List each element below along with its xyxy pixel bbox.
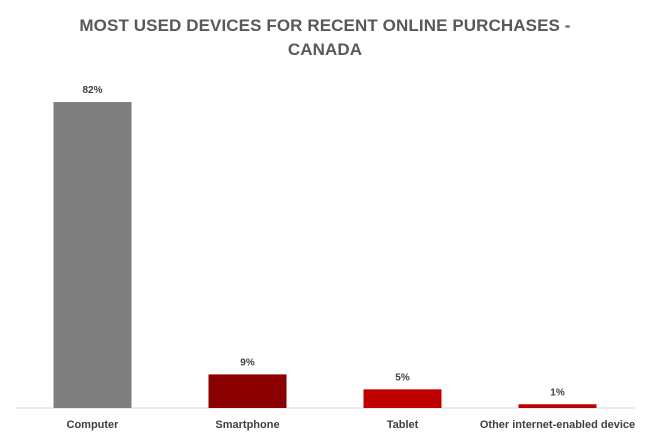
data-label: 5% (395, 372, 410, 383)
data-label: 9% (240, 357, 255, 368)
chart-title: MOST USED DEVICES FOR RECENT ONLINE PURC… (79, 16, 571, 59)
bar-tablet (363, 389, 442, 408)
data-label: 1% (550, 387, 565, 398)
bar-other-internet-enabled-device (518, 404, 597, 408)
data-label: 82% (82, 85, 102, 96)
bar-computer (53, 102, 132, 408)
bar-smartphone (208, 374, 287, 408)
x-tick-label: Smartphone (215, 419, 279, 431)
x-tick-label: Other internet-enabled device (480, 419, 635, 431)
x-tick-label: Computer (67, 419, 120, 431)
x-tick-label: Tablet (387, 419, 419, 431)
